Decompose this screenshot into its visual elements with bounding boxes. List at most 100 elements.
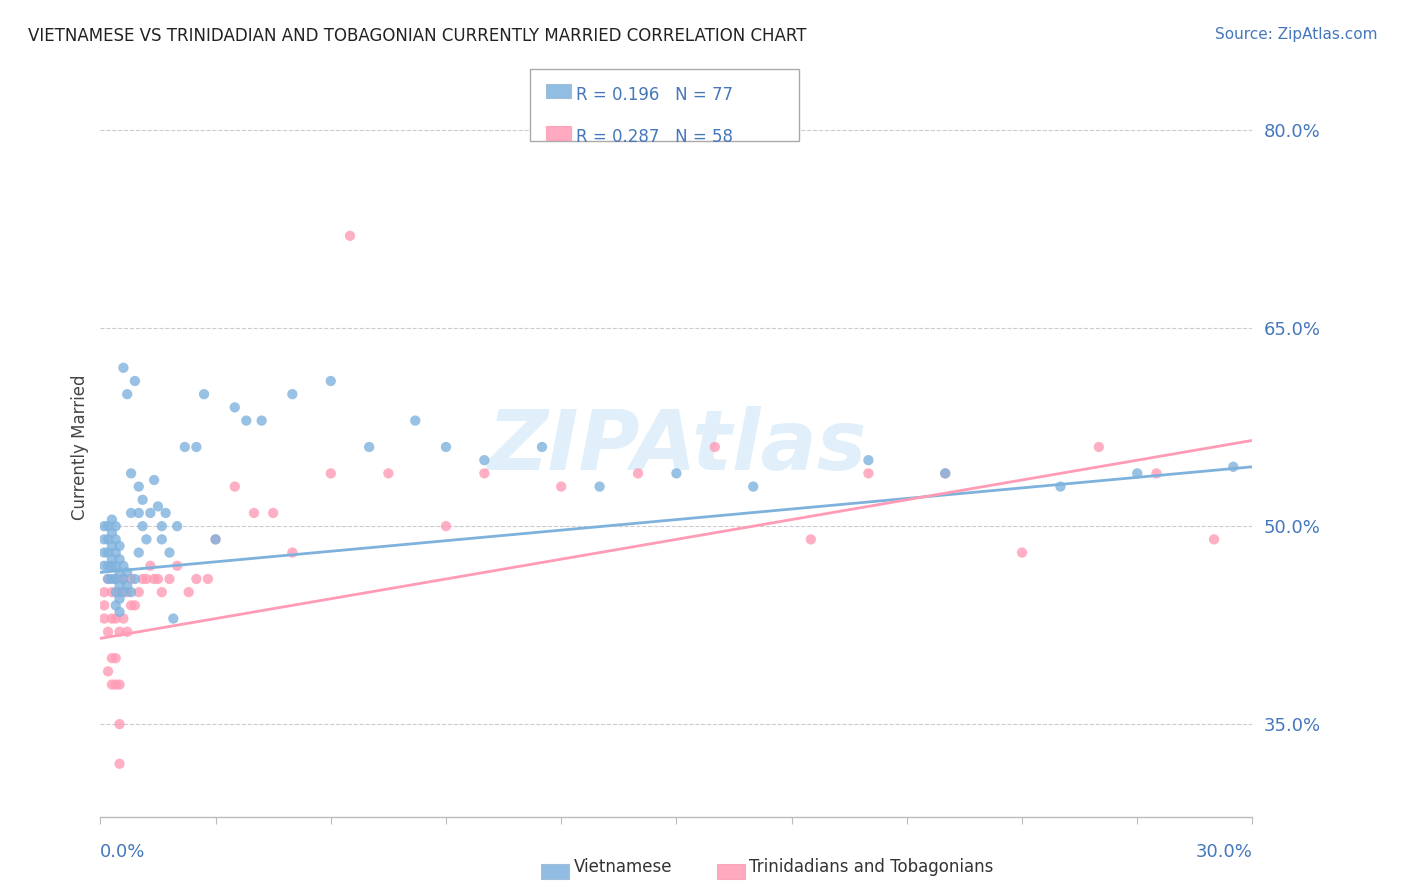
Point [250, 414, 273, 428]
Point [193, 387, 215, 401]
Text: 0.0%: 0.0% [100, 843, 146, 862]
Text: Trinidadians and Tobagonians: Trinidadians and Tobagonians [749, 858, 994, 876]
Point [112, 611, 135, 625]
Point [108, 566, 131, 580]
Point [131, 519, 153, 533]
Point [104, 599, 127, 613]
Point [262, 506, 284, 520]
Point [93, 533, 115, 547]
Text: VIETNAMESE VS TRINIDADIAN AND TOBAGONIAN CURRENTLY MARRIED CORRELATION CHART: VIETNAMESE VS TRINIDADIAN AND TOBAGONIAN… [28, 27, 807, 45]
Point [135, 533, 157, 547]
Point [128, 479, 150, 493]
Point [858, 453, 880, 467]
Point [108, 624, 131, 639]
Point [120, 506, 142, 520]
Point [474, 467, 496, 481]
Point [627, 467, 650, 481]
Point [97, 665, 120, 679]
Point [800, 533, 823, 547]
Point [173, 440, 195, 454]
Point [162, 611, 184, 625]
Point [155, 506, 177, 520]
Point [104, 533, 127, 547]
Point [104, 572, 127, 586]
Point [131, 492, 153, 507]
Y-axis label: Currently Married: Currently Married [72, 375, 89, 520]
Point [112, 360, 135, 375]
Point [97, 572, 120, 586]
Text: Source: ZipAtlas.com: Source: ZipAtlas.com [1215, 27, 1378, 42]
Point [124, 572, 146, 586]
Point [1222, 459, 1244, 474]
Point [124, 374, 146, 388]
Point [166, 519, 188, 533]
Point [93, 585, 115, 599]
Point [104, 545, 127, 559]
Point [108, 756, 131, 771]
Point [104, 558, 127, 573]
Point [377, 467, 399, 481]
Point [97, 533, 120, 547]
Point [186, 440, 208, 454]
Point [93, 519, 115, 533]
Point [101, 651, 124, 665]
Point [742, 479, 765, 493]
Point [1202, 533, 1225, 547]
Point [128, 545, 150, 559]
Point [1049, 479, 1071, 493]
Point [339, 228, 361, 243]
Point [97, 624, 120, 639]
Point [115, 624, 138, 639]
Point [108, 605, 131, 619]
Point [101, 611, 124, 625]
Point [434, 519, 457, 533]
Point [281, 545, 304, 559]
Point [243, 506, 266, 520]
Point [108, 552, 131, 566]
Point [112, 572, 135, 586]
Point [281, 387, 304, 401]
Text: R = 0.287   N = 58: R = 0.287 N = 58 [576, 128, 734, 145]
Point [159, 572, 181, 586]
Point [93, 558, 115, 573]
Point [474, 453, 496, 467]
Text: R = 0.196   N = 77: R = 0.196 N = 77 [576, 86, 734, 103]
Point [112, 572, 135, 586]
Text: 30.0%: 30.0% [1195, 843, 1253, 862]
Point [120, 599, 142, 613]
Point [1011, 545, 1033, 559]
Point [588, 479, 610, 493]
Point [115, 387, 138, 401]
Point [204, 533, 226, 547]
Point [150, 519, 173, 533]
Point [404, 414, 426, 428]
Point [93, 611, 115, 625]
Point [319, 467, 342, 481]
Point [93, 545, 115, 559]
Point [530, 440, 553, 454]
Point [104, 651, 127, 665]
Point [101, 539, 124, 553]
Point [108, 585, 131, 599]
Text: Vietnamese: Vietnamese [574, 858, 672, 876]
Point [120, 572, 142, 586]
Point [150, 533, 173, 547]
Point [101, 677, 124, 691]
Point [550, 479, 572, 493]
Point [101, 525, 124, 540]
Point [108, 578, 131, 592]
Point [224, 401, 246, 415]
Point [135, 572, 157, 586]
Point [166, 558, 188, 573]
Point [143, 473, 166, 487]
Point [104, 519, 127, 533]
Point [235, 414, 257, 428]
Point [150, 585, 173, 599]
Point [224, 479, 246, 493]
Point [97, 558, 120, 573]
Point [159, 545, 181, 559]
Point [1088, 440, 1111, 454]
Point [101, 552, 124, 566]
Point [146, 500, 169, 514]
Point [101, 558, 124, 573]
